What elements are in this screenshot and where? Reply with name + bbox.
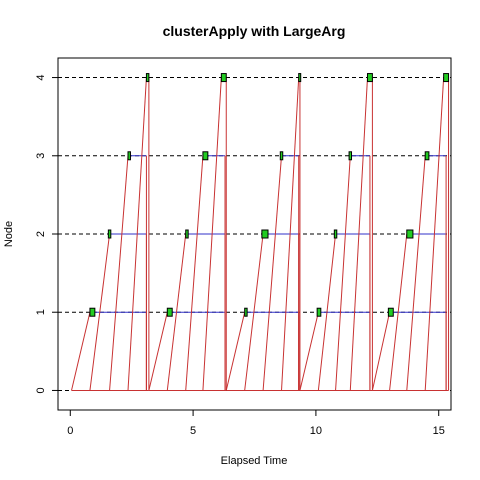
compute-box-r5-node4 [443,73,450,83]
send-line-r1-node3 [109,155,129,391]
x-tick-label-15: 15 [433,425,445,437]
y-axis-label: Node [3,221,15,247]
compute-box-r5-node3 [424,151,430,161]
send-line-r4-node1 [299,312,319,391]
y-tick-label-4: 4 [35,74,47,80]
compute-box-r4-node1 [316,307,322,317]
send-line-r2-node3 [185,155,204,391]
x-axis-label: Elapsed Time [221,455,288,467]
y-tick-label-1: 1 [35,309,47,315]
send-line-r1-node4 [127,77,147,391]
send-line-r4-node4 [349,77,368,391]
send-line-r5-node2 [389,233,408,391]
compute-box-r1-node2 [107,229,112,239]
send-line-r2-node4 [202,77,222,391]
data-layer [71,73,450,391]
compute-box-r4-node4 [366,73,373,83]
compute-box-r2-node4 [220,73,227,83]
send-line-r4-node3 [335,155,351,391]
compute-box-r3-node3 [279,151,284,161]
compute-box-r3-node1 [244,307,248,317]
compute-box-r1-node4 [145,73,150,83]
send-line-r1-node2 [89,233,111,391]
send-line-r3-node1 [225,312,246,391]
send-line-r5-node3 [406,155,426,391]
compute-box-r3-node2 [261,229,269,239]
axis-layer: 0 5 10 15 0 1 2 3 4 [35,74,445,437]
compute-box-r2-node1 [166,307,173,317]
compute-box-r5-node1 [387,307,394,317]
compute-box-r3-node4 [298,73,302,83]
y-tick-label-2: 2 [35,231,47,237]
x-tick-label-5: 5 [190,425,196,437]
send-line-r3-node2 [244,233,264,391]
compute-box-r1-node1 [89,307,96,317]
compute-box-r1-node3 [127,151,131,161]
send-line-r4-node2 [317,233,337,391]
compute-box-r5-node2 [406,229,414,239]
y-tick-label-3: 3 [35,153,47,159]
send-line-r1-node1 [71,312,91,391]
send-line-r5-node1 [371,312,391,391]
send-line-r3-node3 [262,155,283,391]
send-line-r3-node4 [281,77,300,391]
x-tick-label-10: 10 [310,425,322,437]
y-tick-label-0: 0 [35,387,47,393]
compute-box-r2-node2 [185,229,189,239]
compute-box-r2-node3 [202,151,209,161]
send-line-r2-node1 [148,312,168,391]
x-tick-label-0: 0 [67,425,73,437]
send-line-r2-node2 [166,233,187,391]
compute-box-r4-node2 [333,229,338,239]
compute-box-r4-node3 [348,151,353,161]
send-line-r5-node4 [424,77,445,391]
chart-title: clusterApply with LargeArg [163,23,346,39]
